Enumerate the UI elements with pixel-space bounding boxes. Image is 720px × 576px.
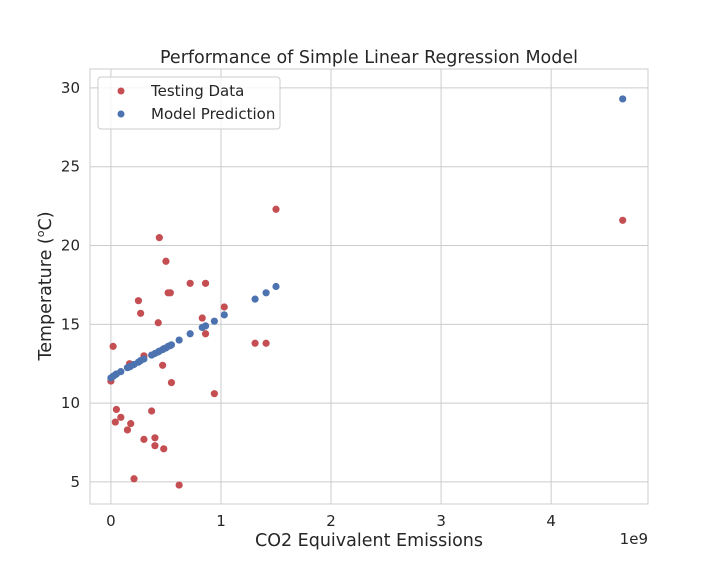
y-axis-label-main: Temperature ( [36,237,56,361]
testing-data-point [160,445,168,453]
testing-data-point [201,330,210,338]
testing-data-point [130,475,138,483]
plot-background [90,69,648,504]
model-prediction-point [220,311,228,319]
testing-data-point [127,420,135,428]
legend: Testing Data Model Prediction [97,76,281,130]
legend-label-testing-data: Testing Data [150,82,244,100]
testing-data-point [117,413,125,421]
testing-data-point [210,390,218,398]
testing-data-point [151,442,159,450]
testing-data-point [148,407,156,415]
chart-title: Performance of Simple Linear Regression … [160,48,578,68]
model-prediction-point [175,336,183,344]
testing-data-point [137,309,145,317]
y-axis-label-unit: C) [36,211,56,230]
legend-label-model-prediction: Model Prediction [151,105,275,123]
model-prediction-point [262,289,270,297]
x-tick-label: 0 [106,512,116,530]
testing-data-point [140,435,148,443]
y-tick-label: 30 [61,79,80,97]
model-prediction-point [117,368,125,376]
model-prediction-point [140,355,148,363]
model-prediction-point [619,95,627,103]
testing-data-point [111,418,119,426]
testing-data-point [162,257,170,265]
data-points [107,95,627,489]
legend-marker-testing-data [117,87,125,95]
testing-data-point [155,234,163,242]
testing-data-point [251,339,259,347]
x-axis-label: CO2 Equivalent Emissions [255,531,483,551]
plot-frame [89,68,649,505]
legend-marker-model-prediction [117,110,125,118]
testing-data-point [619,216,627,224]
series-model-prediction [107,95,627,382]
testing-data-point [166,289,174,297]
x-axis-offset-label: 1e9 [620,530,648,548]
testing-data-point [123,426,132,434]
model-prediction-point [201,322,210,330]
model-prediction-point [167,341,176,349]
testing-data-point [112,405,121,414]
y-tick-label: 5 [70,473,80,491]
model-prediction-point [251,295,259,303]
y-axis-label: Temperature (oC) [34,211,56,361]
testing-data-point [154,319,162,327]
testing-data-point [198,314,206,322]
y-tick-labels: 5 10 15 20 25 30 [61,79,80,491]
testing-data-point [167,379,176,387]
x-tick-label: 4 [546,512,556,530]
x-tick-label: 2 [326,512,336,530]
testing-data-point [134,297,143,305]
model-prediction-point [186,330,194,338]
testing-data-point [201,279,210,287]
model-prediction-point [272,282,280,291]
y-axis-label-superscript: o [34,230,47,237]
testing-data-point [109,342,117,350]
testing-data-point [151,434,159,442]
testing-data-point [262,339,270,347]
x-tick-label: 1 [216,512,226,530]
y-tick-label: 20 [61,237,80,255]
testing-data-point [159,361,167,369]
testing-data-point [272,205,280,213]
testing-data-point [220,303,228,311]
x-tick-label: 3 [436,512,446,530]
y-tick-label: 10 [61,394,80,412]
y-tick-label: 25 [61,158,80,176]
testing-data-point [175,481,183,489]
y-tick-label: 15 [61,315,80,333]
model-prediction-point [210,317,218,325]
testing-data-point [186,279,194,287]
x-tick-labels: 0 1 2 3 4 [106,512,556,530]
legend-box [97,76,281,130]
